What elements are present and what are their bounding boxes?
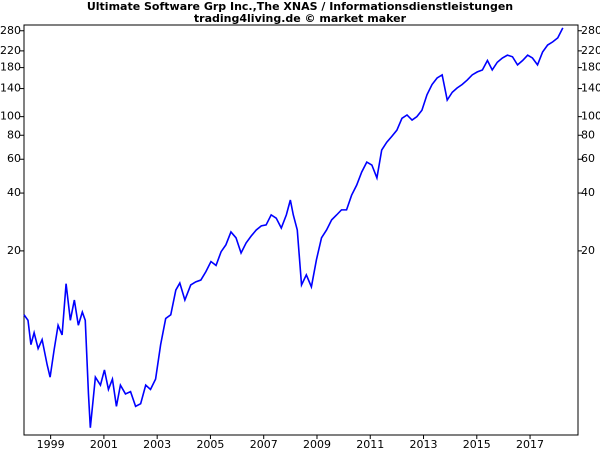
y2-tick-label: 180 [581, 61, 600, 74]
x-tick-label: 1999 [37, 438, 65, 450]
y2-tick-label: 40 [581, 186, 595, 199]
y-tick-label: 40 [7, 186, 21, 199]
x-tick-label: 2001 [90, 438, 118, 450]
x-tick-label: 2011 [356, 438, 384, 450]
x-tick-label: 2017 [516, 438, 544, 450]
y-tick-label: 80 [7, 128, 21, 141]
x-tick-label: 2013 [410, 438, 438, 450]
y2-tick-label: 280 [581, 24, 600, 37]
y-tick-label: 60 [7, 152, 21, 165]
x-tick-label: 2009 [303, 438, 331, 450]
y-tick-label: 20 [7, 244, 21, 257]
y2-tick-label: 220 [581, 44, 600, 57]
y-tick-label: 180 [0, 61, 21, 74]
y2-tick-label: 60 [581, 152, 595, 165]
x-tick-label: 2003 [143, 438, 171, 450]
y2-tick-label: 100 [581, 110, 600, 123]
chart-title: Ultimate Software Grp Inc.,The XNAS / In… [87, 0, 513, 13]
y-tick-label: 100 [0, 110, 21, 123]
price-line [23, 27, 564, 428]
chart-subtitle: trading4living.de © market maker [194, 12, 407, 25]
y2-tick-label: 20 [581, 244, 595, 257]
x-tick-label: 2005 [196, 438, 224, 450]
y2-tick-label: 80 [581, 128, 595, 141]
plot-frame [23, 24, 579, 436]
x-tick-label: 2007 [250, 438, 278, 450]
y-tick-label: 220 [0, 44, 21, 57]
x-tick-label: 2015 [463, 438, 491, 450]
y-tick-label: 140 [0, 82, 21, 95]
y-tick-label: 280 [0, 24, 21, 37]
y2-tick-label: 140 [581, 82, 600, 95]
